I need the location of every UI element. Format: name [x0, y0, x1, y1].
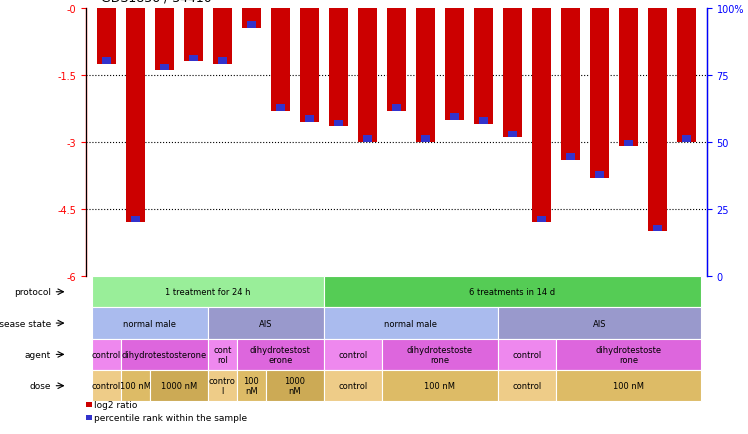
Text: dihydrotestoste
rone: dihydrotestoste rone	[595, 345, 661, 364]
Bar	[619, 9, 638, 147]
Bar	[184, 9, 203, 62]
Text: contro
l: contro l	[209, 376, 236, 395]
Text: dihydrotestost
erone: dihydrotestost erone	[250, 345, 311, 364]
Text: 1 treatment for 24 h: 1 treatment for 24 h	[165, 288, 251, 296]
Bar	[86, 414, 92, 420]
Bar	[532, 9, 551, 223]
Bar	[416, 9, 435, 142]
Text: disease state: disease state	[0, 319, 51, 328]
Text: 100 nM: 100 nM	[613, 381, 644, 390]
Text: AIS: AIS	[259, 319, 272, 328]
Bar	[102, 58, 111, 65]
Bar	[329, 9, 348, 127]
Bar	[276, 105, 285, 112]
Bar	[508, 132, 517, 138]
Bar	[364, 136, 372, 142]
Bar	[537, 216, 546, 223]
Bar	[450, 114, 459, 120]
Text: 1000 nM: 1000 nM	[161, 381, 197, 390]
Bar	[474, 9, 493, 125]
Bar	[126, 9, 145, 223]
Bar	[387, 9, 406, 112]
Bar	[160, 65, 168, 71]
Bar	[503, 9, 522, 138]
Text: normal male: normal male	[123, 319, 177, 328]
Bar	[421, 136, 429, 142]
Bar	[566, 154, 574, 161]
Bar	[97, 9, 116, 65]
Text: control: control	[338, 350, 367, 359]
Bar	[155, 9, 174, 71]
Text: 6 treatments in 14 d: 6 treatments in 14 d	[470, 288, 556, 296]
Bar	[479, 118, 488, 125]
Bar	[300, 9, 319, 122]
Text: control: control	[512, 381, 542, 390]
Text: control: control	[512, 350, 542, 359]
Text: control: control	[92, 350, 121, 359]
Text: control: control	[92, 381, 121, 390]
Bar	[131, 216, 140, 223]
Text: protocol: protocol	[14, 288, 51, 296]
Bar	[305, 116, 313, 122]
Bar	[271, 9, 289, 112]
Bar	[648, 9, 667, 232]
Bar	[561, 9, 580, 161]
Bar	[590, 9, 609, 178]
Text: 100
nM: 100 nM	[244, 376, 260, 395]
Bar	[189, 56, 197, 62]
Bar	[392, 105, 401, 112]
Bar	[334, 120, 343, 127]
Bar	[682, 136, 691, 142]
Text: log2 ratio: log2 ratio	[94, 400, 138, 409]
Text: normal male: normal male	[384, 319, 438, 328]
Text: control: control	[338, 381, 367, 390]
Bar	[247, 22, 256, 29]
Bar	[213, 9, 232, 65]
Text: 100 nM: 100 nM	[120, 381, 151, 390]
Text: 1000
nM: 1000 nM	[284, 376, 305, 395]
Text: percentile rank within the sample: percentile rank within the sample	[94, 413, 248, 422]
Bar	[86, 402, 92, 408]
Text: agent: agent	[25, 350, 51, 359]
Text: cont
rol: cont rol	[213, 345, 232, 364]
Text: dihydrotestosterone: dihydrotestosterone	[122, 350, 207, 359]
Bar	[218, 58, 227, 65]
Bar	[625, 140, 633, 147]
Bar	[653, 225, 662, 232]
Bar	[242, 9, 261, 29]
Text: AIS: AIS	[592, 319, 607, 328]
Bar	[595, 171, 604, 178]
Text: dose: dose	[29, 381, 51, 390]
Text: 100 nM: 100 nM	[424, 381, 456, 390]
Text: dihydrotestoste
rone: dihydrotestoste rone	[407, 345, 473, 364]
Text: GDS1836 / 34410: GDS1836 / 34410	[101, 0, 212, 4]
Bar	[358, 9, 377, 142]
Bar	[445, 9, 464, 120]
Bar	[677, 9, 696, 142]
